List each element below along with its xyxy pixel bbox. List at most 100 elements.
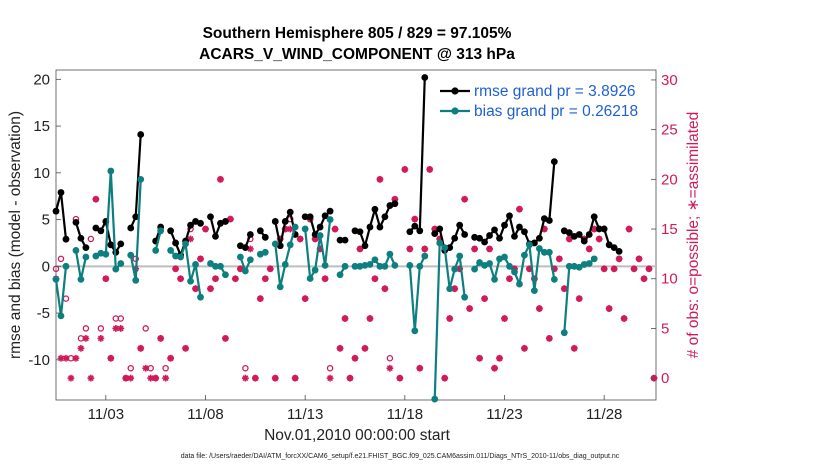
y-tick-left-label: 10 [33,165,50,182]
bias-point [192,261,199,268]
bias-point [321,261,329,269]
rmse-point [366,223,374,231]
obs-assimilated-point [521,344,528,352]
obs-assimilated-point [595,235,603,243]
obs-assimilated-point [486,245,493,253]
bias-point [381,262,389,270]
rmse-point [336,236,344,244]
y-tick-left-label: 15 [33,118,50,135]
rmse-point [92,224,100,232]
rmse-point [57,189,65,196]
rmse-point [301,213,309,221]
obs-assimilated-point [142,364,150,372]
obs-assimilated-point [241,374,249,382]
bias-point [82,253,90,261]
rmse-point [486,232,493,239]
obs-possible-point [162,364,169,372]
bias-point [585,260,593,267]
obs-assimilated-point [406,245,414,253]
obs-assimilated-point [516,205,523,213]
rmse-point [391,200,399,208]
x-tick-label: 11/28 [586,406,622,423]
bias-point [157,227,165,235]
bias-point [376,262,384,270]
bias-point [590,255,598,263]
bias-point [117,260,125,267]
rmse-point [600,225,608,233]
legend-rmse-label: rmse grand pr = 3.8926 [474,83,636,100]
y-axis-label-right: # of obs: o=possible; ∗=assimilated [685,112,702,359]
bias-point [92,252,100,260]
bias-point [167,247,175,254]
obs-assimilated-point [496,354,503,362]
obs-assimilated-point [491,364,498,372]
rmse-point [381,213,389,221]
rmse-point [446,244,454,252]
obs-assimilated-point [401,165,409,173]
bias-point [236,253,244,261]
obs-assimilated-point [411,215,419,223]
obs-assimilated-point [476,354,483,362]
bias-point [491,276,498,283]
y-tick-right-label: 20 [661,171,678,188]
bias-point [306,275,314,282]
rmse-point [501,221,508,229]
obs-assimilated-point [137,344,145,352]
rmse-point [421,74,429,81]
rmse-point [326,207,334,215]
bias-point [535,245,543,252]
obs-assimilated-point [212,275,219,283]
obs-assimilated-point [177,275,184,283]
bias-point [241,267,249,275]
rmse-point [411,222,419,230]
bias-point [366,261,374,268]
rmse-point [476,234,483,242]
obs-assimilated-point [187,235,194,243]
rmse-point [72,218,80,226]
bias-point [137,175,145,183]
bias-point [451,265,459,273]
bias-series-line [408,255,426,332]
obs-assimilated-point [620,315,628,322]
bias-point [152,247,160,254]
bias-point [182,240,189,248]
chart-title-line1: Southern Hemisphere 805 / 829 = 97.105% [203,25,512,42]
bias-point [476,259,483,266]
obs-assimilated-point [461,195,469,203]
bias-point [127,251,135,259]
obs-assimilated-point [67,374,75,382]
obs-assimilated-point [635,255,643,263]
bias-point [431,395,439,403]
obs-assimilated-point [605,305,613,312]
obs-assimilated-point [615,255,623,263]
obs-assimilated-point [326,374,334,382]
obs-possible-point [127,364,135,372]
obs-assimilated-point [251,374,259,382]
rmse-point [406,228,414,236]
bias-point [421,252,429,260]
y-tick-left-label: 0 [42,258,50,275]
y-tick-left-label: -10 [28,352,50,369]
obs-assimilated-point [471,245,479,253]
obs-assimilated-point [152,374,160,382]
bias-point [187,277,194,285]
rmse-point [615,247,623,255]
obs-assimilated-point [77,344,85,352]
rmse-point [580,237,588,245]
obs-assimilated-point [386,364,394,372]
rmse-point [256,227,264,235]
rmse-point [371,205,379,213]
bias-point [391,261,399,269]
rmse-point [286,208,294,216]
y-tick-right-label: 5 [661,320,669,337]
bias-point [560,329,568,337]
obs-assimilated-point [545,334,553,342]
bias-point [550,276,558,283]
bias-point [77,276,85,283]
rmse-point [356,228,364,236]
obs-possible-point [57,255,65,263]
rmse-point [316,223,324,231]
rmse-point [575,231,583,238]
bias-point [107,167,115,175]
rmse-point [451,234,459,242]
